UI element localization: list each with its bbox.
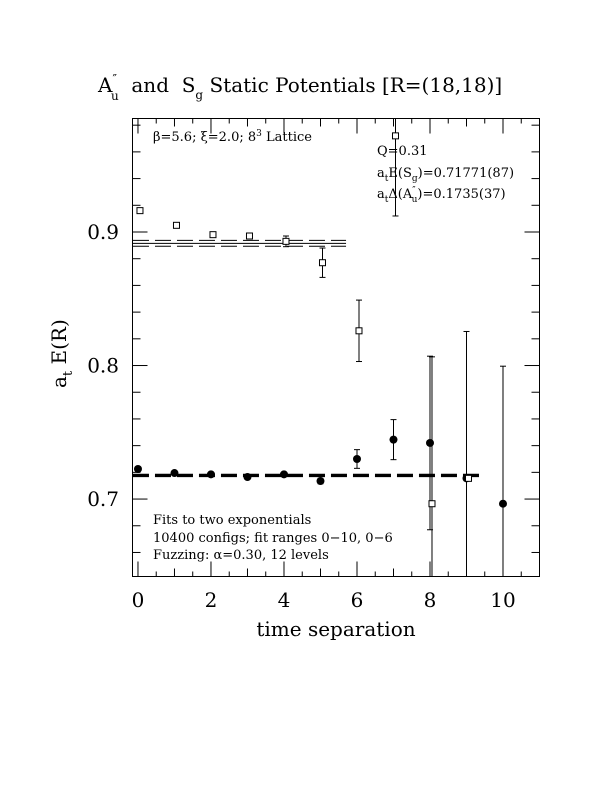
fit-note-2: 10400 configs; fit ranges 0−10, 0−6 — [153, 531, 393, 546]
data-point-au — [355, 327, 363, 335]
data-point-au — [391, 132, 399, 140]
data-point-sg — [133, 465, 142, 474]
data-point-sg — [279, 470, 288, 479]
data-points — [133, 118, 507, 577]
y-tick-label: 0.9 — [87, 220, 119, 244]
data-point-sg — [316, 477, 325, 486]
x-tick-label: 0 — [132, 588, 145, 612]
fit-note-3: Fuzzing: α=0.30, 12 levels — [153, 548, 329, 563]
data-point-au — [282, 237, 290, 245]
fit-note-1: Fits to two exponentials — [153, 513, 311, 528]
x-tick-label: 2 — [205, 588, 218, 612]
y-tick-label: 0.7 — [87, 487, 119, 511]
data-point-au — [464, 474, 472, 482]
data-point-au — [428, 500, 436, 508]
energy-annotation: atE(Sg)=0.71771(87) — [377, 166, 514, 184]
data-point-sg — [170, 469, 179, 478]
tick-labels: 0 2 4 6 8 10 0.7 0.8 0.9 — [87, 220, 516, 612]
data-point-sg — [389, 435, 398, 444]
data-point-sg — [352, 454, 361, 463]
fit-bands — [132, 239, 485, 478]
data-point-sg — [206, 470, 215, 479]
data-point-au — [245, 232, 253, 240]
q-annotation: Q=0.31 — [377, 144, 428, 159]
data-point-au — [136, 207, 144, 215]
params-annotation: β=5.6; ξ=2.0; 83 Lattice — [153, 129, 312, 145]
data-point-sg — [243, 473, 252, 482]
x-tick-label: 4 — [278, 588, 291, 612]
data-point-au — [172, 221, 180, 229]
x-tick-label: 8 — [424, 588, 437, 612]
plot-frame — [132, 118, 540, 577]
x-axis-label: time separation — [256, 617, 415, 641]
x-tick-label: 6 — [351, 588, 364, 612]
data-point-sg — [425, 438, 434, 447]
gap-annotation: atΔ(A″ u)=0.1735(37) — [377, 186, 506, 205]
y-axis-label: at E(R) — [47, 319, 76, 388]
y-tick-label: 0.8 — [87, 354, 119, 378]
x-tick-label: 10 — [490, 588, 515, 612]
data-point-au — [318, 259, 326, 267]
data-point-au — [209, 231, 217, 239]
chart-title: A″ u and Sg Static Potentials [R=(18,18)] — [97, 72, 502, 103]
data-point-sg — [498, 499, 507, 508]
